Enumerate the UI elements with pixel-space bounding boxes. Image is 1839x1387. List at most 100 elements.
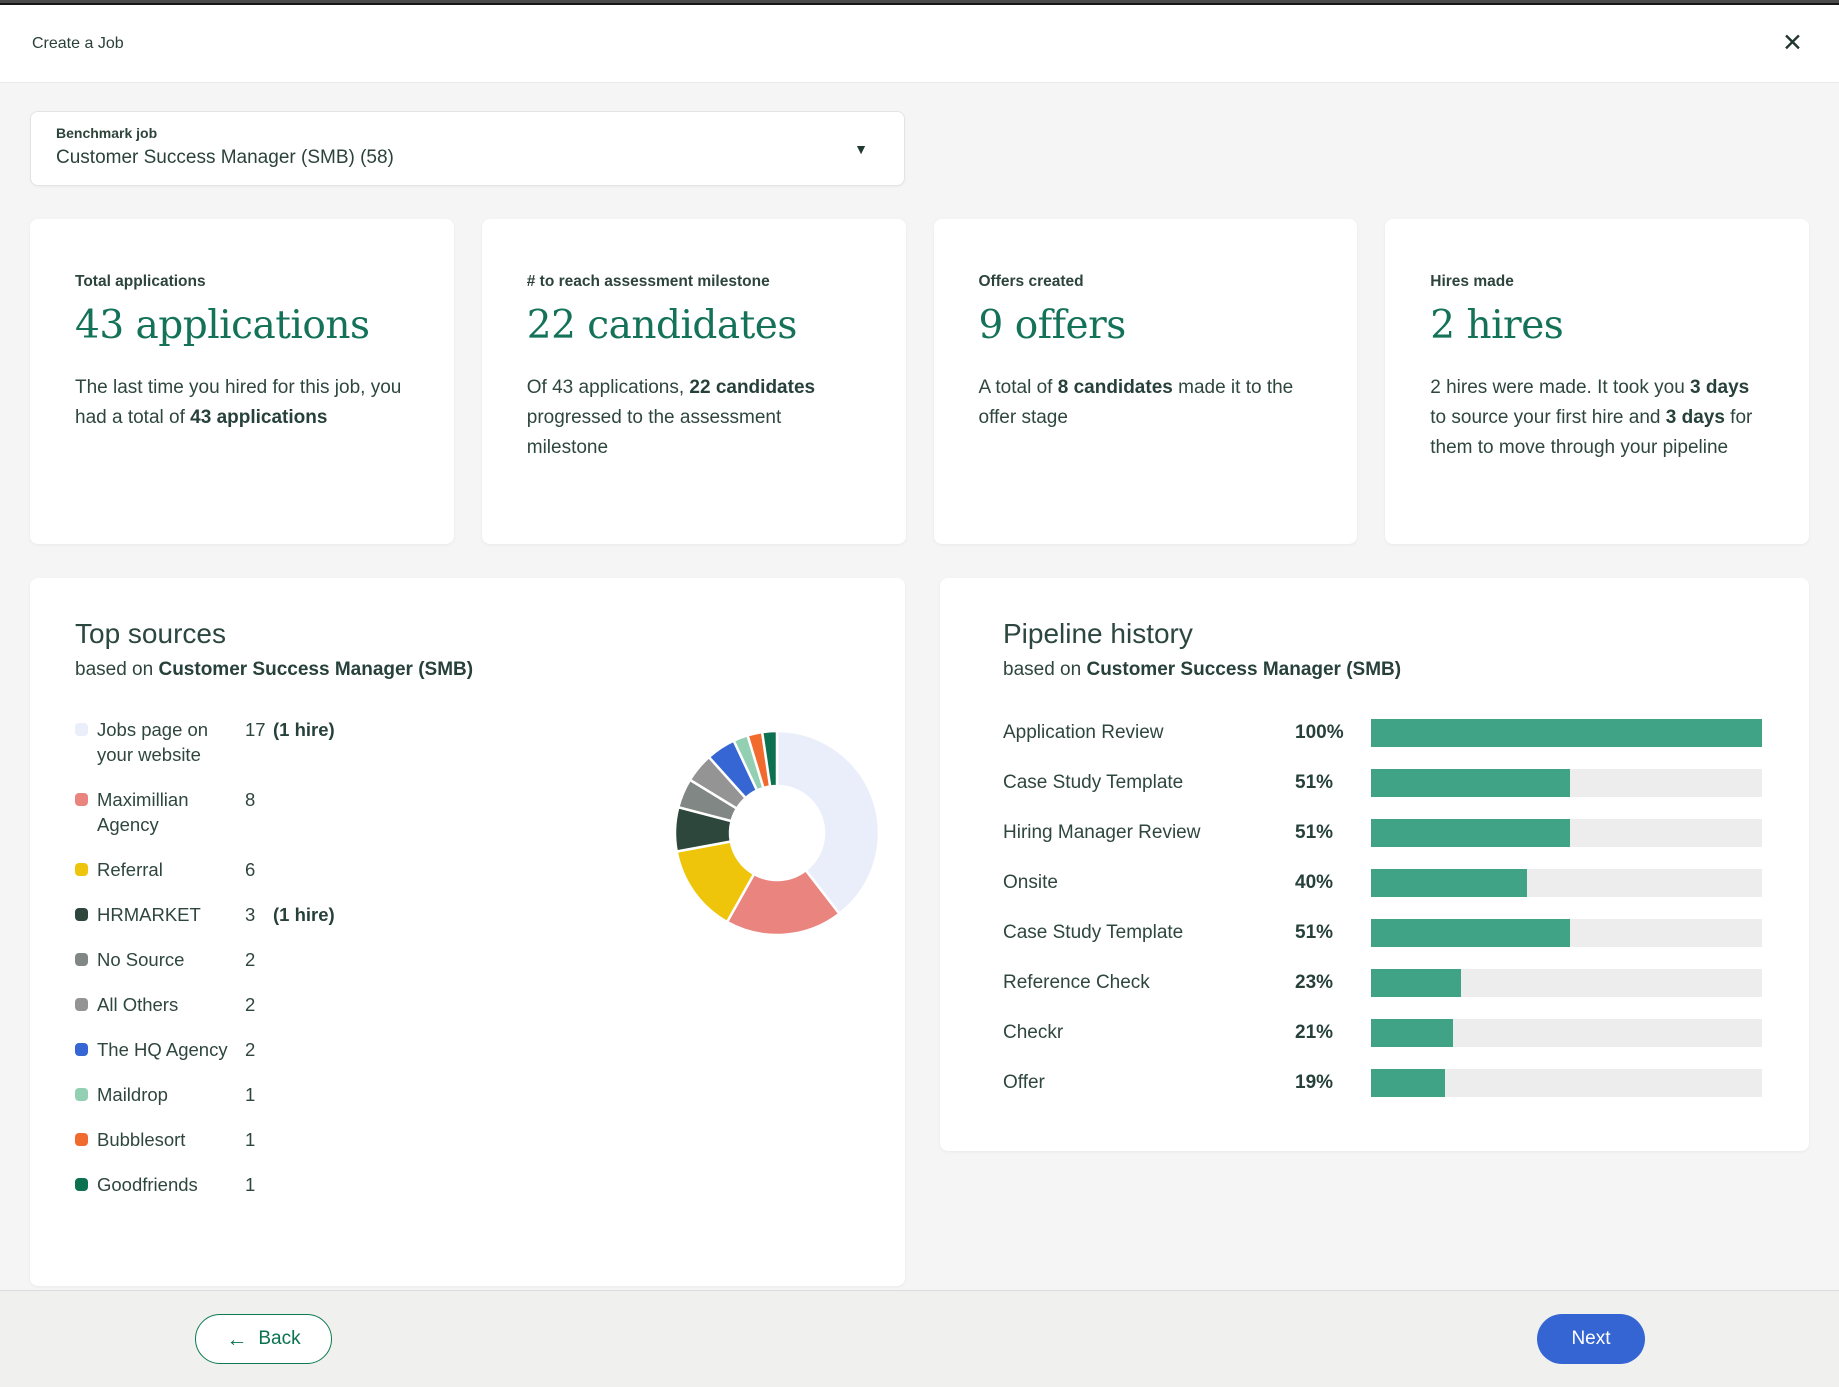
- stat-card-assessment-milestone: # to reach assessment milestone 22 candi…: [481, 219, 906, 544]
- pipeline-row: Reference Check 23%: [1003, 969, 1762, 997]
- pipeline-row: Checkr 21%: [1003, 1019, 1762, 1047]
- legend-item: Referral 6: [75, 857, 905, 882]
- benchmark-job-select[interactable]: Benchmark job Customer Success Manager (…: [30, 111, 905, 186]
- legend-count: 3: [245, 904, 256, 925]
- legend-label: Goodfriends: [97, 1174, 198, 1195]
- pipeline-stage-label: Hiring Manager Review: [1003, 822, 1201, 843]
- legend-count: 8: [245, 789, 256, 810]
- legend-label: No Source: [97, 949, 185, 970]
- legend-count: 1: [245, 1129, 256, 1150]
- top-sources-donut-chart: [671, 727, 883, 939]
- modal-content: Benchmark job Customer Success Manager (…: [0, 83, 1839, 1286]
- next-button[interactable]: Next: [1537, 1314, 1645, 1364]
- pipeline-stage-percent: 51%: [1295, 822, 1334, 843]
- pipeline-stage-percent: 40%: [1295, 872, 1334, 893]
- pipeline-bar-fill: [1371, 769, 1571, 797]
- legend-swatch: [75, 998, 88, 1011]
- pipeline-stage-label: Case Study Template: [1003, 922, 1184, 943]
- arrow-left-icon: ←: [226, 1327, 248, 1351]
- top-sources-legend: Jobs page on your website 17 (1 hire) Maxim…: [75, 717, 905, 1197]
- pipeline-bar-track: [1371, 919, 1762, 947]
- legend-swatch: [75, 1133, 88, 1146]
- legend-swatch: [75, 1178, 88, 1191]
- legend-count: 17: [245, 719, 266, 740]
- legend-swatch: [75, 723, 88, 736]
- pipeline-bar-fill: [1371, 969, 1461, 997]
- pipeline-bar-track: [1371, 969, 1762, 997]
- back-button[interactable]: ← Back: [195, 1314, 332, 1364]
- stat-label: Hires made: [1430, 273, 1514, 290]
- top-sources-subtitle: based on Customer Success Manager (SMB): [75, 659, 474, 680]
- pipeline-bar-fill: [1371, 1069, 1446, 1097]
- modal-footer: ← Back Next: [0, 1290, 1839, 1387]
- legend-item: No Source 2: [75, 947, 905, 972]
- stat-value: 43 applications: [75, 303, 370, 348]
- donut-slice: [775, 729, 881, 916]
- page-title: Create a Job: [32, 34, 124, 52]
- legend-count: 2: [245, 949, 256, 970]
- stat-value: 9 offers: [978, 303, 1127, 348]
- pipeline-stage-label: Case Study Template: [1003, 772, 1184, 793]
- pipeline-stage-percent: 51%: [1295, 922, 1334, 943]
- pipeline-stage-label: Application Review: [1003, 722, 1164, 743]
- modal-header: Create a Job ✕: [0, 5, 1839, 83]
- legend-swatch: [75, 953, 88, 966]
- legend-swatch: [75, 863, 88, 876]
- pipeline-bar-fill: [1371, 1019, 1454, 1047]
- legend-label: Referral: [97, 859, 163, 880]
- legend-hires-note: (1 hire): [273, 719, 335, 740]
- pipeline-bar-track: [1371, 869, 1762, 897]
- benchmark-job-value: Customer Success Manager (SMB) (58): [56, 147, 394, 168]
- legend-label: Jobs page on your website: [97, 719, 209, 765]
- donut-slice: [760, 729, 779, 788]
- pipeline-bar-fill: [1371, 869, 1528, 897]
- pipeline-row: Hiring Manager Review 51%: [1003, 819, 1762, 847]
- legend-label: Bubblesort: [97, 1129, 186, 1150]
- benchmark-job-label: Benchmark job: [56, 125, 158, 141]
- chevron-down-icon[interactable]: ▼: [854, 140, 868, 157]
- pipeline-bar-track: [1371, 719, 1762, 747]
- pipeline-row: Onsite 40%: [1003, 869, 1762, 897]
- pipeline-stage-percent: 19%: [1295, 1072, 1334, 1093]
- pipeline-stage-label: Onsite: [1003, 872, 1058, 893]
- pipeline-bar-track: [1371, 1069, 1762, 1097]
- pipeline-stage-label: Checkr: [1003, 1022, 1064, 1043]
- legend-hires-note: (1 hire): [273, 904, 335, 925]
- pipeline-bar-fill: [1371, 919, 1571, 947]
- top-sources-card: Top sources based on Customer Success Ma…: [30, 578, 905, 1286]
- legend-item: Bubblesort 1: [75, 1127, 905, 1152]
- charts-row: Top sources based on Customer Success Ma…: [30, 578, 1809, 1286]
- pipeline-stage-percent: 23%: [1295, 972, 1334, 993]
- pipeline-history-subtitle: based on Customer Success Manager (SMB): [1003, 659, 1402, 680]
- stat-label: Total applications: [75, 273, 206, 290]
- top-sources-title: Top sources: [75, 618, 226, 649]
- stat-label: Offers created: [978, 273, 1084, 290]
- legend-swatch: [75, 1088, 88, 1101]
- stat-description: The last time you hired for this job, yo…: [75, 377, 402, 428]
- pipeline-stage-label: Reference Check: [1003, 972, 1150, 993]
- legend-swatch: [75, 1043, 88, 1056]
- legend-count: 2: [245, 1039, 256, 1060]
- pipeline-row: Application Review 100%: [1003, 719, 1762, 747]
- legend-label: Maximillian Agency: [97, 789, 189, 835]
- legend-count: 1: [245, 1084, 256, 1105]
- legend-item: Jobs page on your website 17 (1 hire): [75, 717, 905, 767]
- stat-description: Of 43 applications, 22 candidates progre…: [526, 377, 816, 458]
- stat-description: A total of 8 candidates made it to the o…: [978, 377, 1294, 428]
- pipeline-bar-track: [1371, 1019, 1762, 1047]
- pipeline-bar-list: Application Review 100% Case Study Templat…: [1003, 719, 1762, 1097]
- stat-card-offers-created: Offers created 9 offers A total of 8 can…: [933, 219, 1358, 544]
- pipeline-bar-track: [1371, 819, 1762, 847]
- legend-label: All Others: [97, 994, 179, 1015]
- close-icon[interactable]: ✕: [1778, 27, 1807, 60]
- pipeline-stage-percent: 100%: [1295, 722, 1344, 743]
- legend-item: Goodfriends 1: [75, 1172, 905, 1197]
- legend-swatch: [75, 793, 88, 806]
- pipeline-history-card: Pipeline history based on Customer Succe…: [940, 578, 1809, 1151]
- donut-slice: [725, 868, 842, 937]
- pipeline-stage-percent: 51%: [1295, 772, 1334, 793]
- stat-value: 2 hires: [1430, 303, 1564, 348]
- legend-item: Maximillian Agency 8: [75, 787, 905, 837]
- pipeline-row: Case Study Template 51%: [1003, 769, 1762, 797]
- pipeline-bar-fill: [1371, 819, 1571, 847]
